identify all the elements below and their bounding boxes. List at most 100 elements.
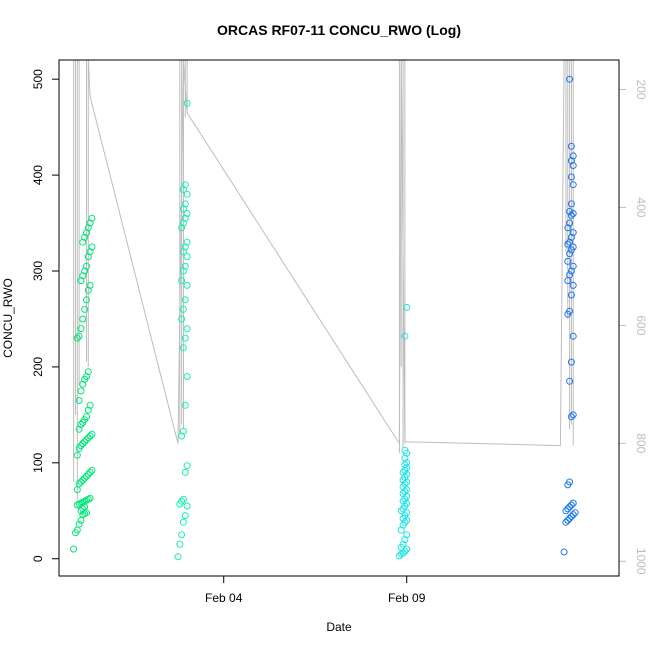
data-point (566, 208, 574, 215)
data-point (567, 200, 575, 208)
data-point (569, 499, 577, 507)
data-point (566, 478, 574, 486)
y-tick-label: 100 (31, 452, 45, 472)
data-point (86, 248, 94, 256)
data-point (569, 152, 577, 160)
data-point (83, 436, 90, 444)
data-point (181, 181, 189, 189)
data-point (81, 305, 89, 313)
data-point (83, 413, 90, 421)
data-point (401, 461, 409, 469)
data-point (403, 516, 411, 524)
data-point (181, 296, 189, 304)
y-axis-label: CONCU_RWO (1, 278, 15, 358)
y-tick-label: 200 (31, 357, 45, 377)
data-point (179, 248, 187, 256)
data-point (174, 553, 182, 561)
y2-tick-label: 600 (634, 315, 648, 335)
data-point (566, 377, 574, 385)
plot-frame (58, 59, 620, 577)
data-point (88, 243, 96, 251)
data-point (567, 501, 575, 509)
data-point (77, 442, 85, 450)
data-point (75, 520, 83, 528)
data-point (399, 490, 407, 497)
data-point (179, 305, 187, 313)
data-point (567, 211, 575, 219)
data-point (86, 219, 94, 227)
data-point (75, 397, 83, 404)
data-point (79, 315, 87, 323)
data-point (566, 238, 574, 246)
data-point (79, 476, 87, 484)
data-point (83, 373, 90, 380)
data-point (569, 229, 577, 237)
data-point (401, 536, 409, 544)
data-point (181, 401, 189, 409)
data-point (179, 427, 187, 435)
data-point (183, 190, 191, 198)
data-point (401, 518, 409, 526)
data-point (77, 421, 85, 428)
data-point (75, 332, 83, 340)
data-point (399, 540, 407, 548)
y-tick-label: 300 (31, 261, 45, 281)
data-point (569, 262, 577, 270)
data-point (181, 334, 189, 342)
data-point (566, 503, 574, 511)
data-point (178, 531, 186, 539)
data-point (83, 296, 90, 304)
data-point (401, 488, 409, 496)
data-point (84, 224, 92, 232)
data-point (77, 478, 85, 486)
data-point (183, 502, 191, 510)
data-point (401, 480, 409, 488)
data-point (178, 224, 186, 232)
data-point (178, 497, 186, 505)
data-point (179, 205, 187, 213)
data-point (86, 281, 94, 289)
data-point (567, 291, 575, 299)
data-point (181, 262, 189, 270)
trace-line (87, 59, 565, 447)
data-point (564, 516, 572, 524)
data-point (564, 505, 572, 513)
data-point (73, 451, 81, 459)
y2-tick-label: 400 (634, 197, 648, 217)
data-point (81, 267, 89, 275)
data-point (178, 277, 186, 285)
data-point (564, 240, 572, 248)
data-point (566, 75, 574, 83)
data-point (88, 214, 96, 222)
x-tick-label: Feb 04 (205, 591, 243, 605)
data-point (562, 518, 570, 526)
data-point (179, 186, 187, 193)
data-point (566, 250, 574, 258)
data-point (183, 238, 191, 246)
data-point (571, 509, 579, 517)
data-point (183, 253, 191, 261)
data-point (564, 224, 572, 232)
data-point (403, 531, 411, 539)
y2-tick-label: 1000 (634, 548, 648, 575)
data-point (569, 181, 577, 189)
axes-layer: 0 100 200 300 400 500 200 400 600 800 1000 Feb 04 Fe… (31, 69, 648, 605)
data-point (403, 478, 411, 486)
data-point (567, 513, 575, 520)
data-point (179, 344, 187, 352)
data-point (86, 468, 94, 476)
y2-tick-label: 800 (634, 433, 648, 453)
data-point (401, 547, 409, 555)
data-point (401, 446, 409, 454)
y2-tick-label: 200 (634, 79, 648, 99)
x-tick-label: Feb 09 (388, 591, 426, 605)
data-point (179, 219, 187, 227)
data-point (562, 507, 570, 515)
data-point (181, 214, 189, 222)
y-tick-label: 0 (31, 555, 45, 562)
data-point (79, 238, 87, 246)
data-point (403, 499, 411, 507)
chart-title: ORCAS RF07-11 CONCU_RWO (Log) (217, 22, 461, 38)
data-point (81, 474, 89, 482)
